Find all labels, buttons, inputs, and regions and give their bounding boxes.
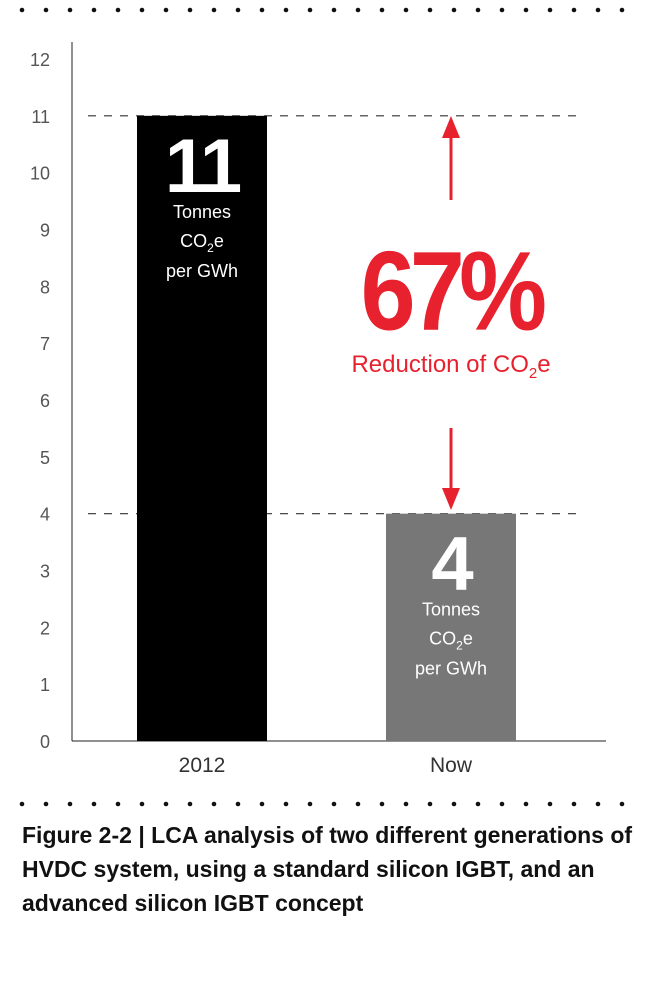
divider-dot xyxy=(451,7,457,13)
subscript: 2 xyxy=(456,639,463,653)
figure-caption: Figure 2-2 | LCA analysis of two differe… xyxy=(22,818,637,920)
y-tick-label: 9 xyxy=(40,221,50,241)
divider-dot xyxy=(523,7,529,13)
divider-dot xyxy=(499,7,505,13)
divider-dot xyxy=(571,7,577,13)
divider-dot xyxy=(595,801,601,807)
y-tick-label: 0 xyxy=(40,732,50,752)
bar-text-line: per GWh xyxy=(415,659,487,679)
x-tick-label: 2012 xyxy=(179,754,226,777)
y-tick-label: 2 xyxy=(40,618,50,638)
divider-dot xyxy=(187,801,193,807)
divider-dot xyxy=(43,7,49,13)
divider-dot xyxy=(619,7,625,13)
top-dotted-divider xyxy=(19,7,625,13)
divider-dot xyxy=(307,7,313,13)
divider-dot xyxy=(355,7,361,13)
divider-dot xyxy=(403,801,409,807)
divider-dot xyxy=(331,801,337,807)
unit-suffix: e xyxy=(537,351,550,378)
divider-dot xyxy=(379,801,385,807)
figure-number: Figure 2-2 xyxy=(22,822,132,848)
divider-dot xyxy=(211,801,217,807)
y-tick-label: 11 xyxy=(31,107,50,127)
bar-text-line: Tonnes xyxy=(422,600,480,620)
reduction-annotation: 67%Reduction of CO2e xyxy=(351,116,551,510)
bar-text-line: per GWh xyxy=(166,261,238,281)
y-tick-label: 6 xyxy=(40,391,50,411)
divider-dot xyxy=(379,7,385,13)
divider-dot xyxy=(403,7,409,13)
reduction-text: Reduction of CO2e xyxy=(351,351,550,382)
unit-suffix: e xyxy=(214,231,224,251)
down-arrow-head xyxy=(442,488,460,510)
y-tick-label: 1 xyxy=(40,675,50,695)
y-tick-label: 4 xyxy=(40,505,50,525)
divider-dot xyxy=(163,801,169,807)
divider-dot xyxy=(235,801,241,807)
divider-dot xyxy=(139,7,145,13)
up-arrow-head xyxy=(442,116,460,138)
divider-dot xyxy=(19,7,25,13)
divider-dot xyxy=(259,801,265,807)
divider-dot xyxy=(139,801,145,807)
bar-value-label: 11 xyxy=(165,124,241,209)
divider-dot xyxy=(427,801,433,807)
divider-dot xyxy=(163,7,169,13)
caption-separator: | xyxy=(138,822,145,848)
bottom-dotted-divider xyxy=(19,801,625,807)
reduction-percent: 67% xyxy=(361,229,545,354)
bar-unit-label: CO2e xyxy=(429,629,473,653)
x-tick-label: Now xyxy=(430,754,473,777)
divider-dot xyxy=(475,7,481,13)
divider-dot xyxy=(235,7,241,13)
y-tick-label: 3 xyxy=(40,562,50,582)
divider-dot xyxy=(211,7,217,13)
divider-dot xyxy=(595,7,601,13)
divider-dot xyxy=(259,7,265,13)
divider-dot xyxy=(43,801,49,807)
subscript: 2 xyxy=(529,365,537,382)
bar xyxy=(386,513,516,741)
divider-dot xyxy=(547,801,553,807)
bar-unit-label: CO2e xyxy=(180,231,224,255)
divider-dot xyxy=(115,7,121,13)
divider-dot xyxy=(619,801,625,807)
divider-dot xyxy=(451,801,457,807)
divider-dot xyxy=(571,801,577,807)
y-tick-label: 7 xyxy=(40,334,50,354)
divider-dot xyxy=(499,801,505,807)
divider-dot xyxy=(331,7,337,13)
divider-dot xyxy=(355,801,361,807)
caption-text: LCA analysis of two different generation… xyxy=(22,822,633,916)
divider-dot xyxy=(67,801,73,807)
y-tick-label: 8 xyxy=(40,277,50,297)
divider-dot xyxy=(19,801,25,807)
divider-dot xyxy=(547,7,553,13)
bar-text-line: Tonnes xyxy=(173,202,231,222)
bar xyxy=(137,115,267,742)
divider-dot xyxy=(67,7,73,13)
bar-value-label: 4 xyxy=(431,522,473,607)
y-tick-label: 5 xyxy=(40,448,50,468)
divider-dot xyxy=(523,801,529,807)
divider-dot xyxy=(91,801,97,807)
divider-dot xyxy=(283,801,289,807)
divider-dot xyxy=(307,801,313,807)
divider-dot xyxy=(187,7,193,13)
divider-dot xyxy=(283,7,289,13)
subscript: 2 xyxy=(207,241,214,255)
divider-dot xyxy=(115,801,121,807)
divider-dot xyxy=(91,7,97,13)
y-tick-label: 10 xyxy=(30,164,50,184)
divider-dot xyxy=(427,7,433,13)
unit-suffix: e xyxy=(463,629,473,649)
y-tick-label: 12 xyxy=(30,50,50,70)
divider-dot xyxy=(475,801,481,807)
